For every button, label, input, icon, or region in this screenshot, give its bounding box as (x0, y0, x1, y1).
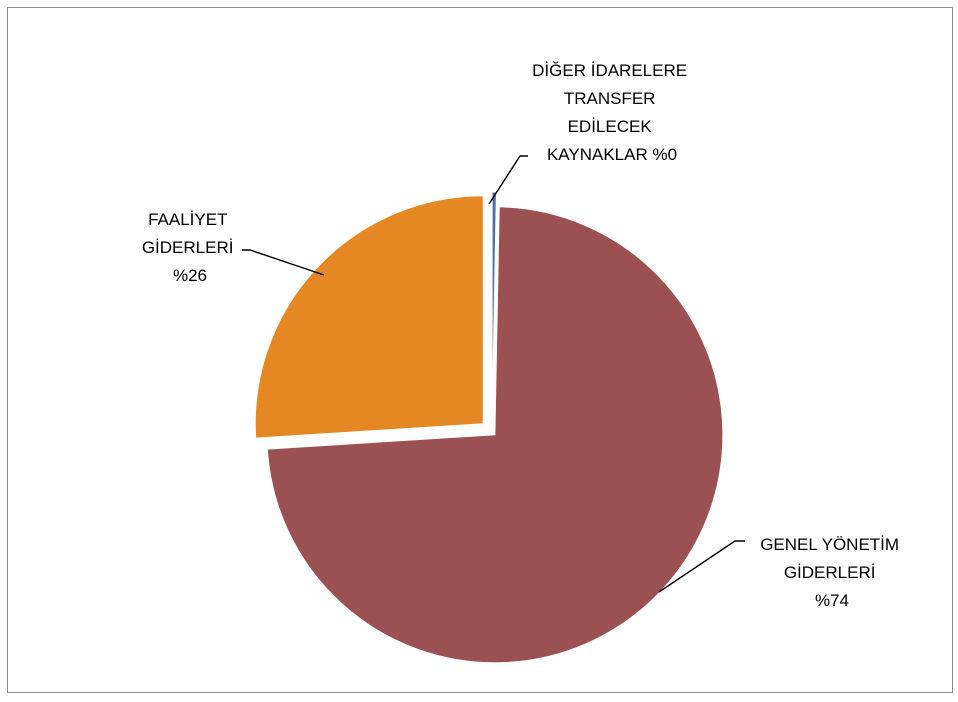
leader-line-diger-idarelere (488, 155, 528, 205)
leader-line-faaliyet (242, 249, 325, 276)
data-label-line: %74 (815, 591, 849, 610)
data-label-line: FAALİYET (148, 210, 227, 229)
data-label-genel-yonetim: GENEL YÖNETİM GİDERLERİ %74 (760, 535, 904, 610)
data-label-line: GİDERLERİ (142, 238, 234, 257)
data-label-line: EDİLECEK (568, 117, 653, 136)
data-label-diger-idarelere: DİĞER İDARELERE TRANSFER EDİLECEK KAYNAK… (532, 61, 692, 164)
pie-slices (254, 191, 724, 664)
data-label-faaliyet: FAALİYET GİDERLERİ %26 (142, 210, 238, 285)
data-label-line: GENEL YÖNETİM (760, 535, 899, 554)
data-label-line: TRANSFER (564, 89, 656, 108)
data-label-line: %26 (173, 266, 207, 285)
data-label-line: GİDERLERİ (784, 563, 876, 582)
leader-lines (242, 155, 745, 593)
leader-line-genel-yonetim (658, 540, 745, 593)
data-label-line: KAYNAKLAR %0 (547, 145, 677, 164)
data-label-line: DİĞER İDARELERE (532, 61, 687, 80)
pie-slice-faaliyet (254, 195, 484, 439)
